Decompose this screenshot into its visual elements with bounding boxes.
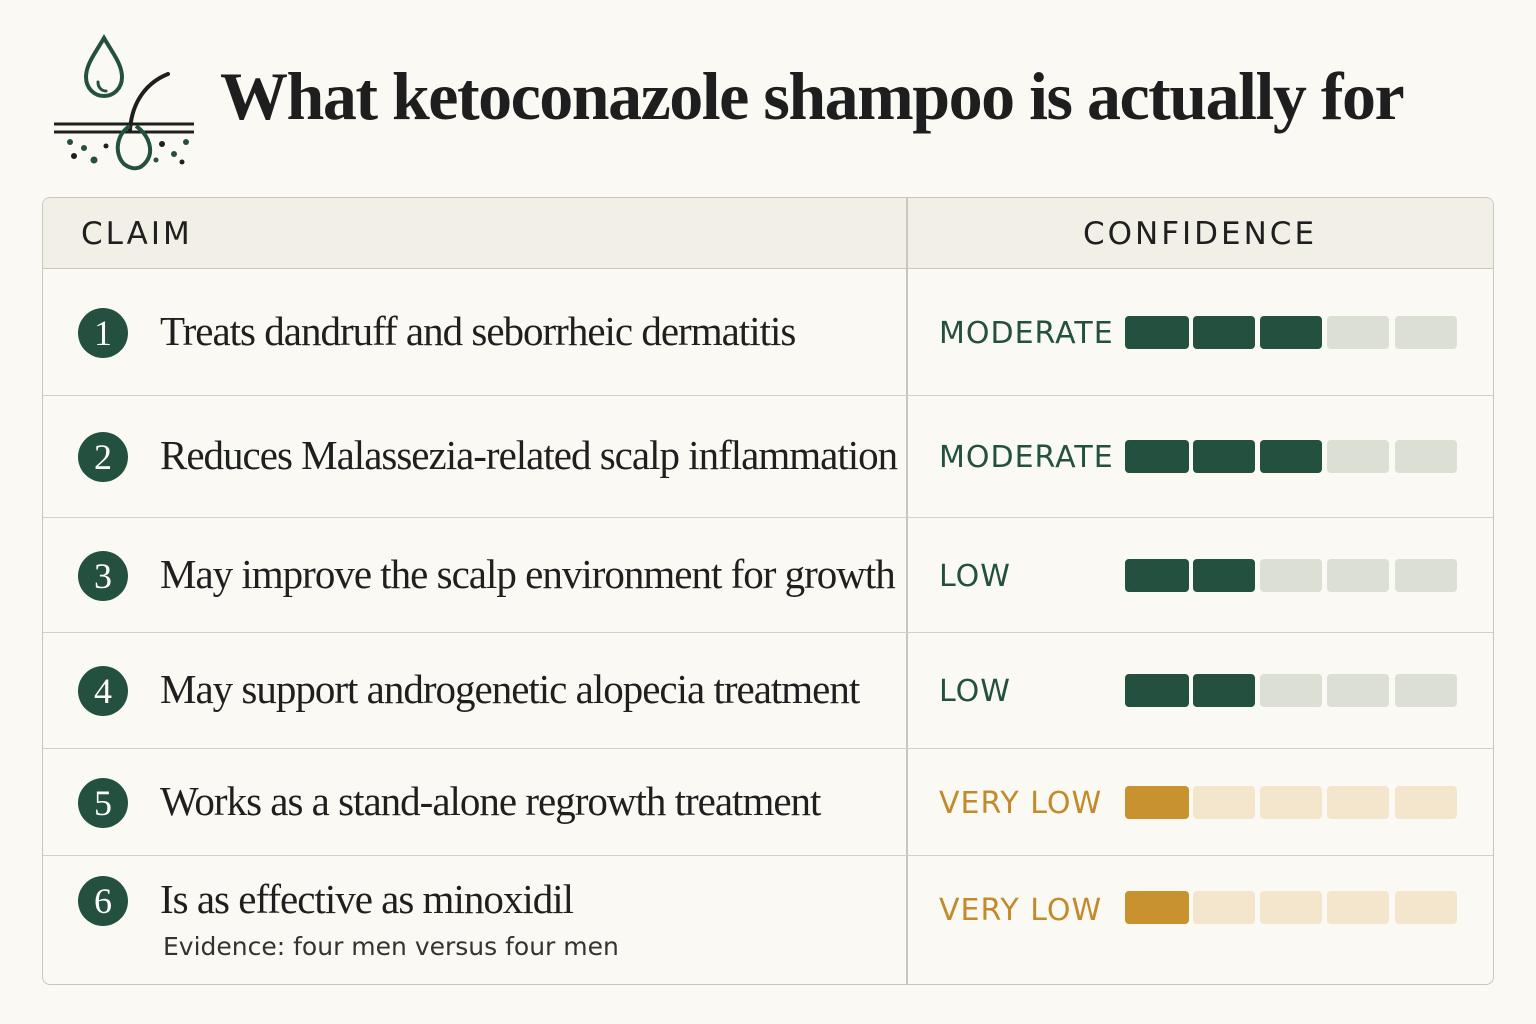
row-number-badge: 4 bbox=[78, 666, 128, 716]
confidence-segment-filled bbox=[1193, 440, 1255, 473]
confidence-segment-filled bbox=[1125, 786, 1189, 819]
confidence-segment-empty bbox=[1395, 674, 1457, 707]
column-divider bbox=[906, 198, 908, 984]
confidence-segment-empty bbox=[1260, 559, 1322, 592]
column-header-claim: CLAIM bbox=[81, 216, 193, 252]
confidence-segment-empty bbox=[1395, 786, 1457, 819]
confidence-segment-filled bbox=[1260, 316, 1322, 349]
confidence-segment-filled bbox=[1125, 559, 1189, 592]
confidence-segment-filled bbox=[1260, 440, 1322, 473]
column-header-confidence: CONFIDENCE bbox=[1082, 216, 1318, 252]
confidence-level-label: MODERATE bbox=[939, 316, 1114, 351]
row-number-badge: 5 bbox=[78, 778, 128, 828]
confidence-segment-empty bbox=[1395, 316, 1457, 349]
confidence-segment-filled bbox=[1125, 674, 1189, 707]
row-number-badge: 6 bbox=[78, 876, 128, 926]
claim-text: Works as a stand-alone regrowth treatmen… bbox=[160, 778, 821, 824]
scalp-follicle-droplet-icon bbox=[54, 33, 194, 171]
row-number-badge: 3 bbox=[78, 551, 128, 601]
confidence-meter bbox=[1125, 440, 1457, 473]
header: What ketoconazole shampoo is actually fo… bbox=[0, 0, 1536, 190]
confidence-segment-empty bbox=[1327, 316, 1389, 349]
table-row: 6 Is as effective as minoxidil Evidence: f… bbox=[43, 856, 1493, 984]
confidence-segment-empty bbox=[1327, 786, 1389, 819]
table-row: 2 Reduces Malassezia-related scalp inflam… bbox=[43, 396, 1493, 518]
confidence-segment-filled bbox=[1125, 316, 1189, 349]
confidence-segment-empty bbox=[1193, 786, 1255, 819]
confidence-level-label: LOW bbox=[939, 559, 1011, 594]
table-header: CLAIM CONFIDENCE bbox=[43, 198, 1493, 269]
confidence-level-label: VERY LOW bbox=[939, 893, 1103, 928]
claim-text: May improve the scalp environment for gr… bbox=[160, 551, 896, 597]
table-row: 5 Works as a stand-alone regrowth treatme… bbox=[43, 749, 1493, 856]
confidence-segment-empty bbox=[1395, 440, 1457, 473]
confidence-segment-empty bbox=[1260, 674, 1322, 707]
confidence-segment-empty bbox=[1260, 786, 1322, 819]
table-row: 3 May improve the scalp environment for g… bbox=[43, 518, 1493, 633]
confidence-meter bbox=[1125, 891, 1457, 924]
claims-table: CLAIM CONFIDENCE 1 Treats dandruff and se… bbox=[42, 197, 1494, 985]
confidence-segment-empty bbox=[1327, 674, 1389, 707]
confidence-segment-empty bbox=[1193, 891, 1255, 924]
confidence-segment-filled bbox=[1193, 674, 1255, 707]
confidence-segment-empty bbox=[1327, 891, 1389, 924]
claim-text: Reduces Malassezia-related scalp inflamm… bbox=[160, 432, 898, 478]
claim-evidence-note: Evidence: four men versus four men bbox=[163, 932, 619, 961]
confidence-meter bbox=[1125, 674, 1457, 707]
claim-text: May support androgenetic alopecia treatm… bbox=[160, 666, 860, 712]
confidence-segment-empty bbox=[1327, 440, 1389, 473]
confidence-level-label: VERY LOW bbox=[939, 786, 1103, 821]
confidence-segment-filled bbox=[1125, 891, 1189, 924]
confidence-segment-filled bbox=[1193, 559, 1255, 592]
confidence-meter bbox=[1125, 786, 1457, 819]
confidence-segment-empty bbox=[1395, 559, 1457, 592]
table-row: 1 Treats dandruff and seborrheic dermatit… bbox=[43, 269, 1493, 396]
confidence-meter bbox=[1125, 316, 1457, 349]
confidence-segment-empty bbox=[1395, 891, 1457, 924]
confidence-level-label: LOW bbox=[939, 674, 1011, 709]
table-row: 4 May support androgenetic alopecia treat… bbox=[43, 633, 1493, 749]
confidence-segment-empty bbox=[1327, 559, 1389, 592]
row-number-badge: 2 bbox=[78, 432, 128, 482]
page-title: What ketoconazole shampoo is actually fo… bbox=[220, 58, 1405, 134]
confidence-segment-filled bbox=[1125, 440, 1189, 473]
confidence-segment-filled bbox=[1193, 316, 1255, 349]
row-number-badge: 1 bbox=[78, 308, 128, 358]
confidence-segment-empty bbox=[1260, 891, 1322, 924]
claim-text: Is as effective as minoxidil bbox=[160, 876, 574, 922]
confidence-level-label: MODERATE bbox=[939, 440, 1114, 475]
claim-text: Treats dandruff and seborrheic dermatiti… bbox=[160, 308, 796, 354]
confidence-meter bbox=[1125, 559, 1457, 592]
